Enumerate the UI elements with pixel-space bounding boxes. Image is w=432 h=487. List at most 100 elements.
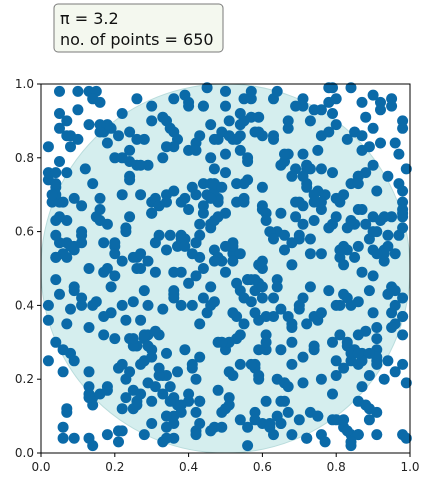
scatter-point	[371, 358, 383, 370]
scatter-point	[149, 325, 161, 337]
scatter-point	[389, 137, 401, 149]
scatter-point	[308, 104, 320, 116]
scatter-point	[220, 100, 231, 112]
scatter-point	[168, 266, 180, 278]
scatter-point	[334, 329, 346, 341]
scatter-point	[301, 318, 313, 330]
scatter-point	[393, 148, 405, 160]
scatter-point	[146, 395, 158, 407]
scatter-point	[297, 218, 309, 230]
scatter-point	[297, 377, 309, 389]
scatter-point	[260, 215, 272, 226]
scatter-point	[341, 133, 353, 145]
scatter-point	[234, 144, 246, 156]
scatter-point	[109, 270, 121, 282]
scatter-point	[341, 425, 353, 437]
scatter-point	[312, 410, 324, 422]
scatter-point	[116, 358, 128, 370]
scatter-point	[109, 333, 121, 345]
scatter-point	[242, 421, 254, 433]
scatter-point	[256, 292, 268, 304]
scatter-point	[400, 377, 412, 389]
scatter-point	[363, 347, 375, 359]
scatter-point	[190, 270, 202, 282]
scatter-point	[146, 418, 158, 429]
scatter-point	[363, 414, 375, 426]
scatter-point	[220, 148, 231, 160]
scatter-point	[397, 222, 409, 234]
scatter-point	[205, 281, 217, 293]
scatter-point	[116, 299, 128, 311]
scatter-point	[367, 226, 379, 238]
x-tick-label: 0.4	[179, 460, 198, 474]
scatter-point	[268, 133, 279, 145]
scatter-point	[363, 285, 375, 297]
scatter-point	[297, 170, 309, 182]
scatter-point	[72, 85, 84, 97]
scatter-point	[349, 251, 361, 263]
scatter-point	[275, 303, 287, 315]
scatter-point	[327, 336, 338, 348]
scatter-point	[79, 163, 91, 175]
scatter-point	[216, 181, 228, 193]
scatter-point	[304, 163, 316, 175]
scatter-point	[208, 133, 220, 145]
scatter-point	[279, 244, 290, 256]
scatter-point	[382, 170, 394, 182]
scatter-point	[378, 373, 390, 385]
scatter-point	[330, 211, 342, 223]
scatter-point	[253, 111, 265, 123]
scatter-point	[124, 366, 136, 378]
scatter-point	[164, 395, 176, 407]
scatter-point	[234, 358, 246, 370]
scatter-point	[249, 126, 261, 138]
scatter-point	[42, 355, 54, 367]
scatter-point	[94, 192, 106, 204]
scatter-point	[397, 204, 409, 215]
scatter-point	[397, 185, 409, 197]
scatter-point	[186, 248, 198, 260]
scatter-point	[68, 192, 80, 204]
scatter-point	[360, 218, 372, 230]
scatter-point	[186, 299, 198, 311]
scatter-point	[50, 215, 62, 226]
scatter-point	[157, 152, 169, 164]
scatter-point	[161, 141, 172, 153]
scatter-point	[286, 237, 298, 249]
scatter-point	[286, 429, 298, 441]
scatter-point	[234, 108, 246, 119]
scatter-point	[61, 115, 73, 127]
scatter-point	[216, 406, 228, 418]
scatter-point	[256, 255, 268, 267]
scatter-point	[113, 130, 124, 142]
scatter-point	[371, 333, 383, 345]
scatter-point	[389, 248, 401, 260]
scatter-point	[161, 410, 172, 422]
scatter-point	[190, 429, 202, 441]
scatter-point	[308, 215, 320, 226]
scatter-point	[157, 303, 169, 315]
scatter-point	[83, 119, 95, 131]
scatter-point	[205, 425, 217, 437]
scatter-point	[386, 93, 398, 105]
plot-area	[40, 82, 412, 454]
scatter-point	[397, 122, 409, 134]
scatter-point	[367, 159, 379, 171]
scatter-point	[312, 144, 324, 156]
scatter-point	[142, 299, 154, 311]
scatter-point	[208, 296, 220, 308]
scatter-point	[201, 82, 213, 94]
y-tick-label: 0.8	[15, 151, 34, 165]
scatter-point	[72, 133, 84, 145]
scatter-point	[253, 370, 265, 381]
y-axis: 0.0 0.2 0.4 0.6 0.8 1.0	[15, 77, 41, 460]
scatter-point	[131, 133, 143, 145]
y-tick-label: 0.4	[15, 298, 34, 312]
scatter-point	[205, 119, 217, 131]
scatter-point	[116, 403, 128, 415]
scatter-point	[98, 311, 110, 322]
scatter-point	[98, 266, 110, 278]
scatter-point	[161, 244, 172, 256]
scatter-point	[242, 274, 254, 286]
